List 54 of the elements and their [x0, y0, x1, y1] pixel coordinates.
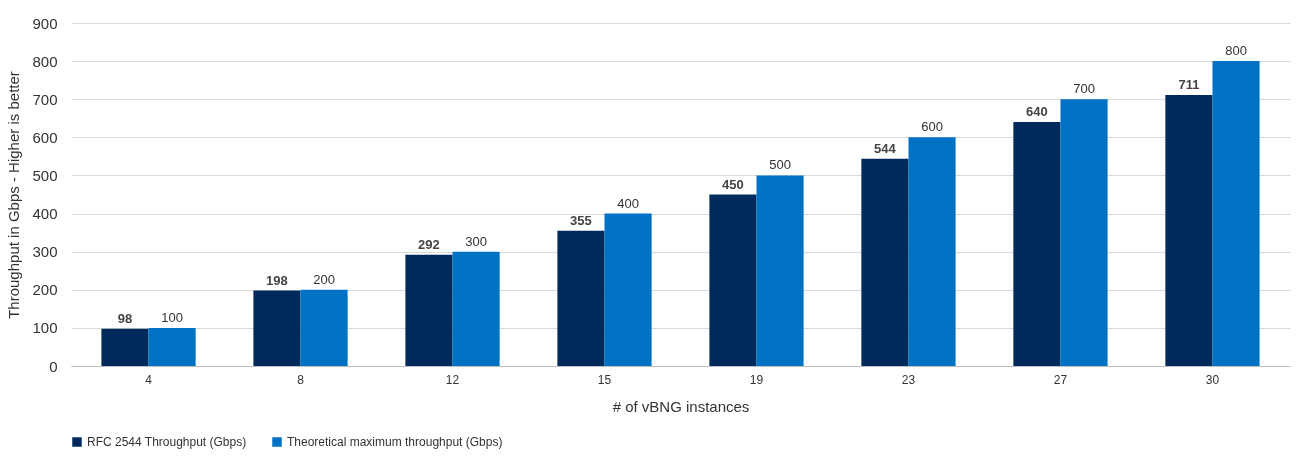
x-tick-label: 23 [901, 372, 916, 387]
data-label: 300 [465, 233, 487, 249]
data-label: 292 [418, 236, 440, 252]
y-tick-label: 700 [32, 90, 58, 108]
y-tick-label: 600 [32, 128, 58, 146]
y-tick-label: 200 [32, 281, 58, 299]
legend-label: RFC 2544 Throughput (Gbps) [87, 435, 247, 449]
data-label: 98 [117, 310, 133, 326]
data-label: 500 [769, 157, 791, 173]
bar [1060, 99, 1108, 366]
bar [756, 175, 804, 366]
data-label: 600 [921, 119, 943, 135]
bar [1013, 122, 1061, 366]
y-tick-label: 900 [32, 14, 58, 32]
data-label: 450 [722, 176, 744, 192]
bar [253, 290, 301, 366]
data-label: 100 [161, 309, 183, 325]
data-label: 355 [570, 212, 592, 228]
bar [861, 158, 909, 366]
bar [908, 137, 956, 366]
x-axis-title: # of vBNG instances [612, 397, 750, 415]
bar [101, 328, 149, 366]
bar [604, 213, 652, 366]
data-label: 400 [617, 195, 639, 211]
bar [709, 194, 757, 366]
x-tick-label: 19 [749, 372, 764, 387]
data-label: 198 [266, 272, 288, 288]
y-tick-label: 100 [32, 319, 58, 337]
y-axis-title: Throughput in Gbps - Higher is better [5, 71, 23, 319]
x-tick-label: 15 [597, 372, 612, 387]
y-tick-label: 800 [32, 52, 58, 70]
bar [557, 230, 605, 366]
legend-label: Theoretical maximum throughput (Gbps) [287, 435, 503, 449]
bar [1212, 61, 1260, 366]
y-tick-label: 400 [32, 205, 58, 223]
data-label: 544 [874, 140, 897, 156]
x-tick-label: 27 [1053, 372, 1068, 387]
x-tick-label: 30 [1205, 372, 1220, 387]
bar [1165, 95, 1213, 366]
data-label: 700 [1073, 81, 1095, 97]
data-label: 711 [1178, 77, 1200, 93]
y-tick-label: 0 [49, 357, 58, 375]
x-tick-label: 8 [297, 372, 305, 387]
bar [300, 289, 348, 366]
y-tick-label: 300 [32, 243, 58, 261]
bar [148, 327, 196, 366]
x-tick-label: 12 [445, 372, 460, 387]
bar [452, 251, 500, 366]
x-tick-label: 4 [145, 372, 153, 387]
y-tick-label: 500 [32, 166, 58, 184]
bar [405, 254, 453, 366]
data-label: 200 [313, 271, 335, 287]
data-label: 800 [1225, 43, 1247, 59]
data-label: 640 [1026, 104, 1048, 120]
